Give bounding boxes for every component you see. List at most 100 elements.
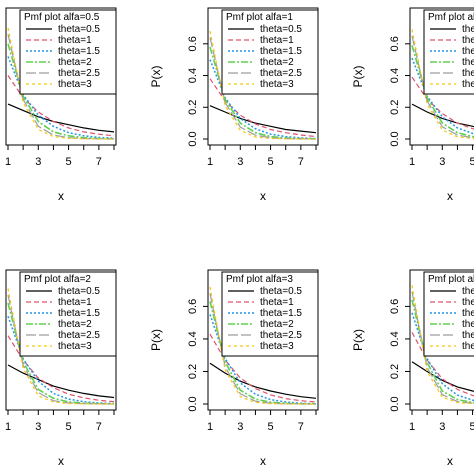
chart-title: Pmf plot alfa=3 [226, 274, 293, 285]
series-line-theta-2-5 [7, 294, 115, 405]
series-line-theta-1-5 [411, 57, 474, 135]
series-line-theta-1 [209, 333, 317, 403]
legend-label: theta=1.5 [58, 308, 100, 319]
legend-label: theta=2 [58, 319, 92, 330]
y-tick-label: 0.4 [187, 68, 199, 83]
legend-label: theta=2.5 [260, 68, 302, 79]
y-tick-label: 0.2 [187, 364, 199, 379]
legend-label: theta=2 [462, 57, 474, 68]
plot-frame [409, 7, 474, 146]
series-line-theta-2 [209, 301, 317, 405]
x-tick-label: 7 [298, 156, 304, 168]
legend-label: theta=0.5 [58, 24, 100, 35]
x-axis-label: x [58, 189, 64, 203]
legend-label: theta=1 [58, 35, 92, 46]
series-line-theta-1 [209, 78, 317, 138]
series-line-theta-3 [411, 285, 474, 405]
x-tick-label: 5 [268, 421, 274, 433]
legend-label: theta=1 [462, 35, 474, 46]
y-tick-label: 0.0 [389, 396, 401, 411]
series-line-theta-2-5 [411, 291, 474, 404]
legend-box [423, 9, 474, 95]
x-tick-label: 1 [5, 421, 11, 433]
legend-label: theta=0.5 [462, 24, 474, 35]
x-tick-label: 7 [96, 421, 102, 433]
x-axis-label: x [260, 189, 266, 203]
x-tick-label: 3 [439, 421, 445, 433]
y-axis-label: P(x) [351, 66, 365, 88]
x-axis-label: x [58, 454, 64, 468]
series-line-theta-0-5 [209, 105, 317, 134]
legend-label: theta=2.5 [462, 68, 474, 79]
legend-label: theta=1.5 [260, 46, 302, 57]
y-tick-label: 0.6 [389, 299, 401, 314]
legend-label: theta=2 [260, 319, 294, 330]
series-line-theta-1 [7, 75, 115, 137]
series-line-theta-1-5 [7, 56, 115, 139]
x-tick-label: 1 [5, 156, 11, 168]
x-tick-label: 1 [207, 156, 213, 168]
legend-label: theta=1 [462, 297, 474, 308]
x-tick-label: 7 [96, 156, 102, 168]
y-tick-label: 0.2 [389, 364, 401, 379]
chart-title: Pmf plot alfa=1 [226, 12, 293, 23]
legend-box [19, 271, 117, 357]
x-tick-label: 5 [268, 156, 274, 168]
chart-title: Pmf plot alfa=4 [428, 274, 474, 285]
legend-label: theta=1 [260, 35, 294, 46]
x-tick-label: 7 [298, 421, 304, 433]
x-tick-label: 5 [66, 421, 72, 433]
legend-label: theta=1.5 [462, 46, 474, 57]
y-tick-label: 0.0 [389, 131, 401, 146]
legend-label: theta=1 [58, 297, 92, 308]
series-line-theta-2-5 [7, 34, 115, 140]
x-axis-label: x [447, 454, 453, 468]
legend-label: theta=3 [462, 341, 474, 352]
legend-box [221, 271, 319, 357]
x-tick-label: 1 [207, 421, 213, 433]
legend-label: theta=2.5 [58, 68, 100, 79]
series-line-theta-2-5 [411, 35, 474, 139]
x-axis-label: x [260, 454, 266, 468]
x-tick-label: 5 [470, 156, 474, 168]
x-tick-label: 1 [409, 421, 415, 433]
legend-label: theta=2 [462, 319, 474, 330]
series-line-theta-1 [411, 76, 474, 130]
y-tick-label: 0.2 [389, 100, 401, 115]
legend-label: theta=1.5 [260, 308, 302, 319]
y-tick-label: 0.4 [389, 68, 401, 83]
legend-box [19, 9, 117, 95]
legend-label: theta=1.5 [58, 46, 100, 57]
legend-label: theta=3 [260, 341, 294, 352]
legend-box [221, 9, 319, 95]
y-tick-label: 0.0 [187, 396, 199, 411]
legend-label: theta=3 [58, 79, 92, 90]
series-line-theta-1-5 [411, 312, 474, 402]
x-tick-label: 3 [35, 421, 41, 433]
y-tick-label: 0.4 [389, 331, 401, 346]
legend-label: theta=0.5 [260, 286, 302, 297]
series-line-theta-2-5 [209, 37, 317, 140]
panel-2: 1 3 5 7x0.00.20.40.6P(x)Pmf plot alfa=1thet… [149, 7, 319, 203]
legend-label: theta=2.5 [58, 330, 100, 341]
y-tick-label: 0.6 [187, 36, 199, 51]
series-line-theta-3 [209, 286, 316, 405]
series-line-theta-3 [7, 288, 114, 405]
x-tick-label: 3 [439, 156, 445, 168]
x-tick-label: 5 [470, 421, 474, 433]
y-axis-label: P(x) [149, 329, 163, 351]
series-line-theta-0-5 [411, 103, 474, 128]
legend-label: theta=2.5 [260, 330, 302, 341]
series-line-theta-0-5 [209, 362, 317, 399]
legend-label: theta=0.5 [58, 286, 100, 297]
legend-label: theta=1 [260, 297, 294, 308]
plot-frame [409, 269, 474, 411]
panel-5: 1 3 5 7x0.00.20.40.6P(x)Pmf plot alfa=3thet… [149, 269, 319, 468]
x-tick-label: 1 [409, 156, 415, 168]
series-line-theta-0-5 [7, 364, 115, 399]
x-tick-label: 3 [237, 421, 243, 433]
legend-label: theta=3 [58, 341, 92, 352]
